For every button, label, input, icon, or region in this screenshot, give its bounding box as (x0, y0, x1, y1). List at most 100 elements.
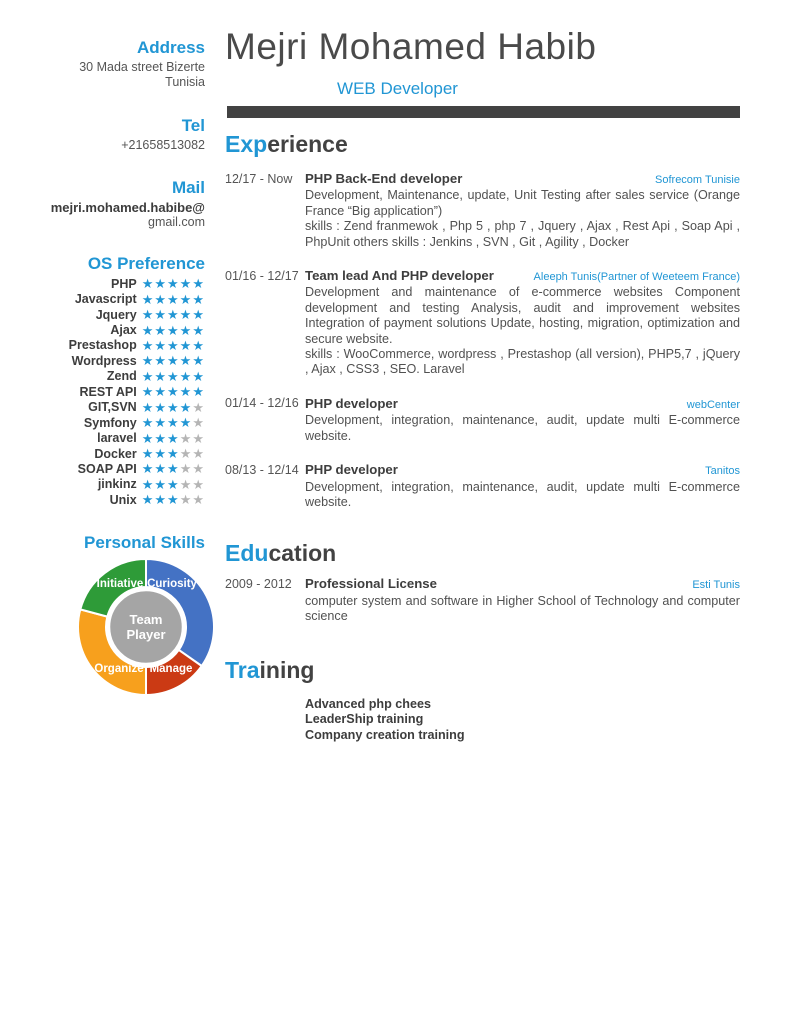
training-item: Company creation training (305, 727, 465, 742)
star-rating-icons: ★★★★★ (141, 384, 205, 400)
star-rating-icons: ★★★★★ (141, 476, 205, 492)
skill-name: laravel (97, 431, 137, 446)
skill-rating-row: Prestashop ★★★★★ (0, 338, 205, 353)
skill-rating-row: SOAP API ★★★★★ (0, 461, 205, 476)
sidebar: Address 30 Mada street Bizerte Tunisia T… (0, 0, 205, 1028)
address-line-2: Tunisia (165, 75, 205, 89)
skill-name: Unix (109, 492, 137, 507)
education-entries: 2009 - 2012 Professional License Esti Tu… (225, 576, 740, 624)
personal-skills-chart: Curiosity Manage Organize Initiative Team Pla… (76, 557, 216, 697)
skill-rating-row: jinkinz ★★★★★ (0, 477, 205, 492)
mail-label: Mail (171, 178, 205, 197)
entry-title: PHP developer (305, 462, 398, 478)
skill-rating-row: Zend ★★★★★ (0, 369, 205, 384)
skill-rating-row: REST API ★★★★★ (0, 384, 205, 399)
skill-rating-row: GIT,SVN ★★★★★ (0, 400, 205, 415)
star-rating-icons: ★★★★★ (141, 307, 205, 323)
entry-description: Development and maintenance of e-commerc… (305, 285, 740, 346)
star-rating-icons: ★★★★★ (141, 446, 205, 462)
skill-name: REST API (79, 384, 137, 399)
address-line-1: 30 Mada street Bizerte (79, 60, 205, 74)
star-rating-icons: ★★★★★ (141, 337, 205, 353)
pie-slice-label: Curiosity (147, 578, 197, 590)
experience-entry: 08/13 - 12/14 PHP developer Tanitos Deve… (225, 462, 740, 510)
entry-company: Aleeph Tunis(Partner of Weeteem France) (533, 271, 740, 284)
heading-highlight: Edu (225, 540, 269, 567)
entry-title: PHP developer (305, 395, 398, 411)
section-heading-education: Education (225, 540, 740, 567)
skill-name: Prestashop (68, 338, 137, 353)
entry-description: Development, Maintenance, update, Unit T… (305, 188, 740, 218)
star-rating-icons: ★★★★★ (141, 368, 205, 384)
skill-name: Docker (94, 446, 137, 461)
entry-description: computer system and software in Higher S… (305, 593, 740, 624)
skill-name: GIT,SVN (88, 400, 137, 415)
entry-date: 01/14 - 12/16 (225, 396, 299, 411)
skill-rating-row: Ajax ★★★★★ (0, 322, 205, 337)
os-preference-title: OS Preference (87, 254, 205, 273)
pie-slice-label: Manage (149, 663, 193, 675)
training-item: LeaderShip training (305, 712, 424, 727)
star-rating-icons: ★★★★★ (141, 415, 205, 431)
skill-name: Jquery (95, 307, 137, 322)
tel-block: Tel +21658513082 (0, 116, 205, 153)
entry-title: PHP Back-End developer (305, 171, 463, 186)
person-name: Mejri Mohamed Habib (225, 26, 597, 67)
star-rating-icons: ★★★★★ (141, 322, 205, 338)
star-rating-icons: ★★★★★ (141, 353, 205, 369)
pie-center-label: Team Player (126, 612, 166, 642)
experience-entry: 01/14 - 12/16 PHP developer webCenter De… (225, 396, 740, 444)
star-rating-icons: ★★★★★ (141, 430, 205, 446)
experience-entries: 12/17 - Now PHP Back-End developer Sofre… (225, 171, 740, 510)
entry-skills: skills : Zend franmewok , Php 5 , php 7 … (305, 219, 740, 249)
experience-entry: 12/17 - Now PHP Back-End developer Sofre… (225, 171, 740, 250)
entry-date: 01/16 - 12/17 (225, 268, 299, 283)
heading-rest: ining (259, 656, 315, 683)
heading-rest: cation (268, 540, 337, 567)
skill-rating-row: Symfony ★★★★★ (0, 415, 205, 430)
address-block: Address 30 Mada street Bizerte Tunisia (0, 38, 205, 90)
heading-rest: erience (267, 131, 348, 157)
person-role: WEB Developer (337, 79, 458, 98)
skill-rating-row: Unix ★★★★★ (0, 492, 205, 507)
entry-skills: skills : WooCommerce, wordpress , Presta… (305, 347, 740, 377)
skill-rating-row: PHP ★★★★★ (0, 276, 205, 291)
tel-label: Tel (181, 116, 205, 135)
skill-rating-row: Wordpress ★★★★★ (0, 353, 205, 368)
pie-chart-svg (77, 557, 215, 697)
os-preference-block: OS Preference PHP ★★★★★ Javascript ★★★★★ Jqu… (0, 254, 205, 508)
skill-rating-row: Docker ★★★★★ (0, 446, 205, 461)
skill-rating-row: Jquery ★★★★★ (0, 307, 205, 322)
tel-number: +21658513082 (121, 138, 205, 152)
skill-rating-row: laravel ★★★★★ (0, 430, 205, 445)
personal-skills-title: Personal Skills (84, 533, 205, 552)
entry-date: 2009 - 2012 (225, 576, 292, 591)
star-rating-icons: ★★★★★ (141, 276, 205, 292)
entry-description: Development, integration, maintenance, a… (305, 413, 740, 443)
entry-company: Esti Tunis (692, 579, 740, 592)
skill-name: SOAP API (77, 461, 137, 476)
main-column: Mejri Mohamed Habib WEB Developer Experi… (225, 0, 740, 743)
skill-name: Symfony (83, 415, 137, 430)
entry-title: Team lead And PHP developer (305, 268, 494, 284)
address-label: Address (136, 38, 205, 57)
skill-name: Javascript (74, 292, 137, 307)
skill-name: jinkinz (97, 477, 137, 492)
star-rating-icons: ★★★★★ (141, 492, 205, 508)
entry-title: Professional License (305, 576, 437, 592)
skill-name: PHP (111, 276, 137, 291)
header-rule-bar (227, 106, 740, 118)
entry-description: Development, integration, maintenance, a… (305, 479, 740, 509)
pie-slice-label: Initiative (96, 578, 144, 590)
skill-name: Ajax (110, 323, 137, 338)
skill-rating-list: PHP ★★★★★ Javascript ★★★★★ Jquery ★★★★★ Ajax ★★… (0, 276, 205, 508)
section-heading-training: Training (225, 657, 740, 684)
education-entry: 2009 - 2012 Professional License Esti Tu… (225, 576, 740, 624)
training-item: Advanced php chees (305, 696, 431, 711)
training-list: Advanced php chees LeaderShip training C… (305, 697, 740, 744)
heading-highlight: Exp (225, 131, 268, 157)
skill-name: Wordpress (71, 353, 137, 368)
entry-date: 08/13 - 12/14 (225, 462, 299, 477)
skill-name: Zend (106, 369, 137, 384)
